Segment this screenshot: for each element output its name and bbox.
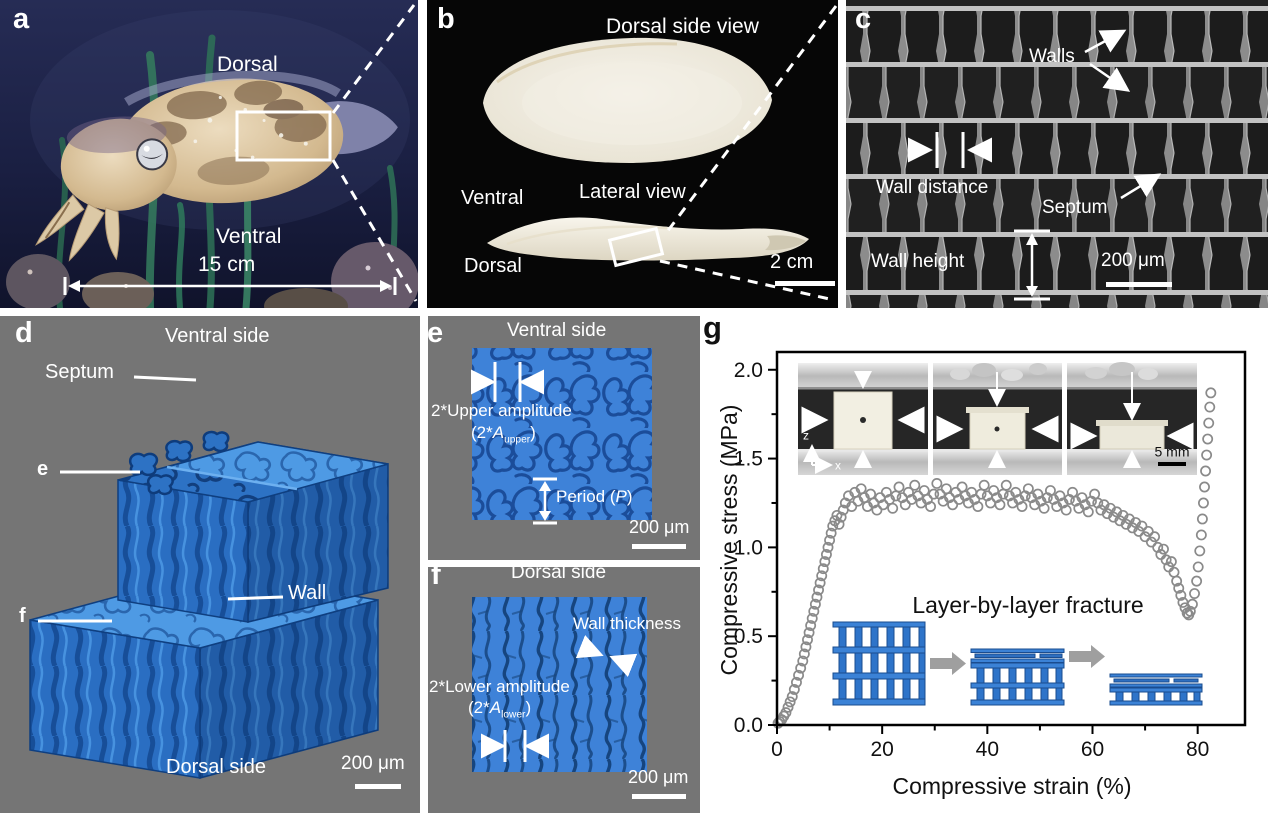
svg-text:40: 40 (976, 738, 999, 761)
axis-tick-labels: 0 20 40 60 80 0.0 0.5 1.0 1.5 2.0 (734, 359, 1210, 761)
svg-text:0.0: 0.0 (734, 714, 763, 737)
label-upper-amplitude-symbol: (2*Aupper) (471, 423, 536, 446)
fracture-arrow-2 (1069, 645, 1105, 668)
plot-frame (775, 350, 1247, 727)
svg-text:1.0: 1.0 (734, 536, 763, 559)
panel-letter-g: g (703, 310, 722, 345)
svg-text:0.5: 0.5 (734, 625, 763, 648)
y-axis-title: Compressive stress (MPa) (715, 404, 742, 676)
label-dorsal-side-d: Dorsal side (166, 756, 267, 778)
scale-label-d: 200 μm (341, 753, 405, 774)
fracture-lattice-2 (970, 648, 1065, 706)
label-upper-amplitude: 2*Upper amplitude (431, 401, 572, 420)
label-ventral-a: Ventral (216, 225, 282, 248)
label-septum-c: Septum (1042, 197, 1108, 218)
label-wall-thickness: Wall thickness (573, 614, 682, 633)
scale-label-c: 200 μm (1101, 250, 1165, 271)
fracture-annotation: Layer-by-layer fracture (912, 591, 1144, 618)
cuttlefish-arms (35, 194, 120, 262)
label-dorsal-a: Dorsal (217, 53, 278, 76)
label-dorsal-side-view: Dorsal side view (606, 15, 759, 38)
panel-letter-b: b (437, 3, 455, 35)
tube-tops (128, 430, 230, 496)
label-lateral-view: Lateral view (579, 181, 686, 203)
panel-letter-d: d (15, 317, 33, 349)
septa-lines (846, 6, 1268, 295)
label-wall-distance: Wall distance (876, 177, 989, 198)
label-septum-d: Septum (45, 361, 114, 383)
x-axis-title: Compressive strain (%) (892, 772, 1132, 799)
inset-scale-bar (1158, 462, 1186, 466)
svg-text:2.0: 2.0 (734, 359, 763, 382)
scale-label-f: 200 μm (628, 767, 689, 787)
label-dorsal-b: Dorsal (464, 255, 522, 277)
panel-e-micrograph (428, 316, 700, 560)
zoom-region-box (607, 226, 665, 268)
cuttlefish (35, 70, 398, 262)
scale-label-a: 15 cm (198, 253, 256, 276)
cuttlebone-lateral-view (487, 217, 809, 261)
label-period: Period (P) (556, 487, 633, 506)
label-lower-amplitude-symbol: (2*Alower) (468, 698, 532, 721)
label-wall-d: Wall (288, 582, 327, 604)
marker-e: e (37, 458, 49, 480)
scale-label-e: 200 μm (629, 517, 690, 537)
svg-text:20: 20 (870, 738, 893, 761)
panel-letter-a: a (13, 3, 30, 35)
inset-axis-z: z (803, 428, 809, 443)
label-ventral-side-d: Ventral side (165, 325, 270, 347)
fracture-lattice-1 (832, 621, 926, 706)
panel-letter-f: f (431, 559, 441, 591)
title-e: Ventral side (507, 320, 607, 341)
fracture-lattice-3 (1109, 673, 1203, 706)
cuttlefish-eye (136, 138, 169, 171)
inset-scale-label: 5 mm (1154, 443, 1190, 460)
label-walls: Walls (1029, 46, 1075, 67)
inset-axis-x: x (835, 458, 841, 473)
inset-photo-2 (933, 363, 1062, 475)
label-wall-height: Wall height (871, 251, 965, 272)
title-f: Dorsal side (511, 562, 607, 583)
inset-photo-3 (1067, 362, 1197, 475)
svg-text:0: 0 (771, 738, 783, 761)
label-lower-amplitude: 2*Lower amplitude (429, 677, 570, 696)
ventral-slab (117, 441, 389, 623)
inset-photo-1 (798, 363, 928, 475)
panel-letter-e: e (427, 317, 444, 349)
panel-f-micrograph (428, 567, 700, 813)
svg-text:60: 60 (1081, 738, 1104, 761)
label-ventral-b: Ventral (461, 187, 524, 209)
marker-f: f (19, 605, 26, 627)
svg-text:1.5: 1.5 (734, 448, 763, 471)
fracture-arrow-1 (930, 652, 966, 675)
scale-label-b: 2 cm (770, 251, 814, 273)
svg-text:80: 80 (1186, 738, 1209, 761)
panel-letter-c: c (855, 3, 872, 35)
panel-d-render (0, 316, 420, 813)
panel-g-chart: 0 20 40 60 80 0.0 0.5 1.0 1.5 2.0 (734, 350, 1247, 761)
ventral-pattern (472, 348, 652, 520)
